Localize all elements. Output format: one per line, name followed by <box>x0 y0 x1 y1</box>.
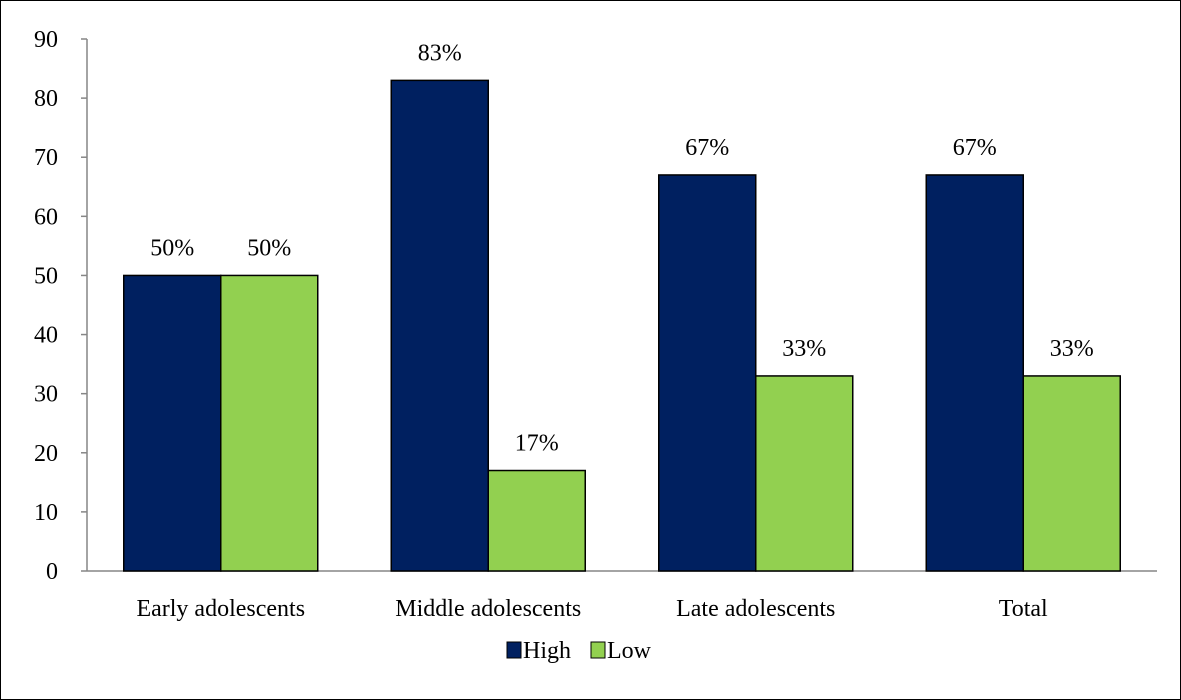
y-tick-label: 70 <box>34 145 58 171</box>
y-tick-label: 10 <box>34 500 58 526</box>
legend-label-high: High <box>523 638 571 664</box>
x-axis-categories: Early adolescents Middle adolescents Late … <box>136 596 1048 622</box>
value-label: 83% <box>418 40 462 66</box>
bar-low-0 <box>220 274 319 572</box>
value-label: 33% <box>1050 336 1094 362</box>
y-tick-label: 80 <box>34 86 58 112</box>
value-label: 67% <box>685 135 729 161</box>
legend-swatch-low <box>590 641 606 659</box>
y-tick-label: 60 <box>34 204 58 230</box>
legend-swatch-high <box>506 641 522 659</box>
value-label: 67% <box>953 135 997 161</box>
value-label: 17% <box>515 431 559 457</box>
bar-low-3 <box>1022 375 1121 572</box>
bar-high-0 <box>123 274 222 572</box>
y-tick-label: 50 <box>34 263 58 289</box>
value-labels: 50% 50% 83% 17% 67% 33% 67% 33% <box>150 40 1094 456</box>
y-tick-label: 40 <box>34 323 58 349</box>
y-tick-label: 30 <box>34 382 58 408</box>
y-tick-label: 20 <box>34 441 58 467</box>
bar-low-1 <box>487 469 586 572</box>
value-label: 50% <box>247 235 291 261</box>
bar-low-2 <box>755 375 854 572</box>
bars <box>123 79 1121 572</box>
x-category-label: Total <box>999 596 1048 622</box>
x-category-label: Early adolescents <box>136 596 305 622</box>
legend: High Low <box>506 638 652 664</box>
y-axis-ticks: 0 10 20 30 40 50 60 70 80 90 <box>34 27 87 585</box>
x-category-label: Late adolescents <box>676 596 835 622</box>
bar-high-2 <box>658 174 757 572</box>
bar-high-1 <box>390 79 489 572</box>
y-tick-label: 90 <box>34 27 58 53</box>
legend-label-low: Low <box>607 638 652 664</box>
x-category-label: Middle adolescents <box>395 596 581 622</box>
bar-high-3 <box>925 174 1024 572</box>
value-label: 33% <box>782 336 826 362</box>
value-label: 50% <box>150 235 194 261</box>
y-tick-label: 0 <box>46 559 58 585</box>
